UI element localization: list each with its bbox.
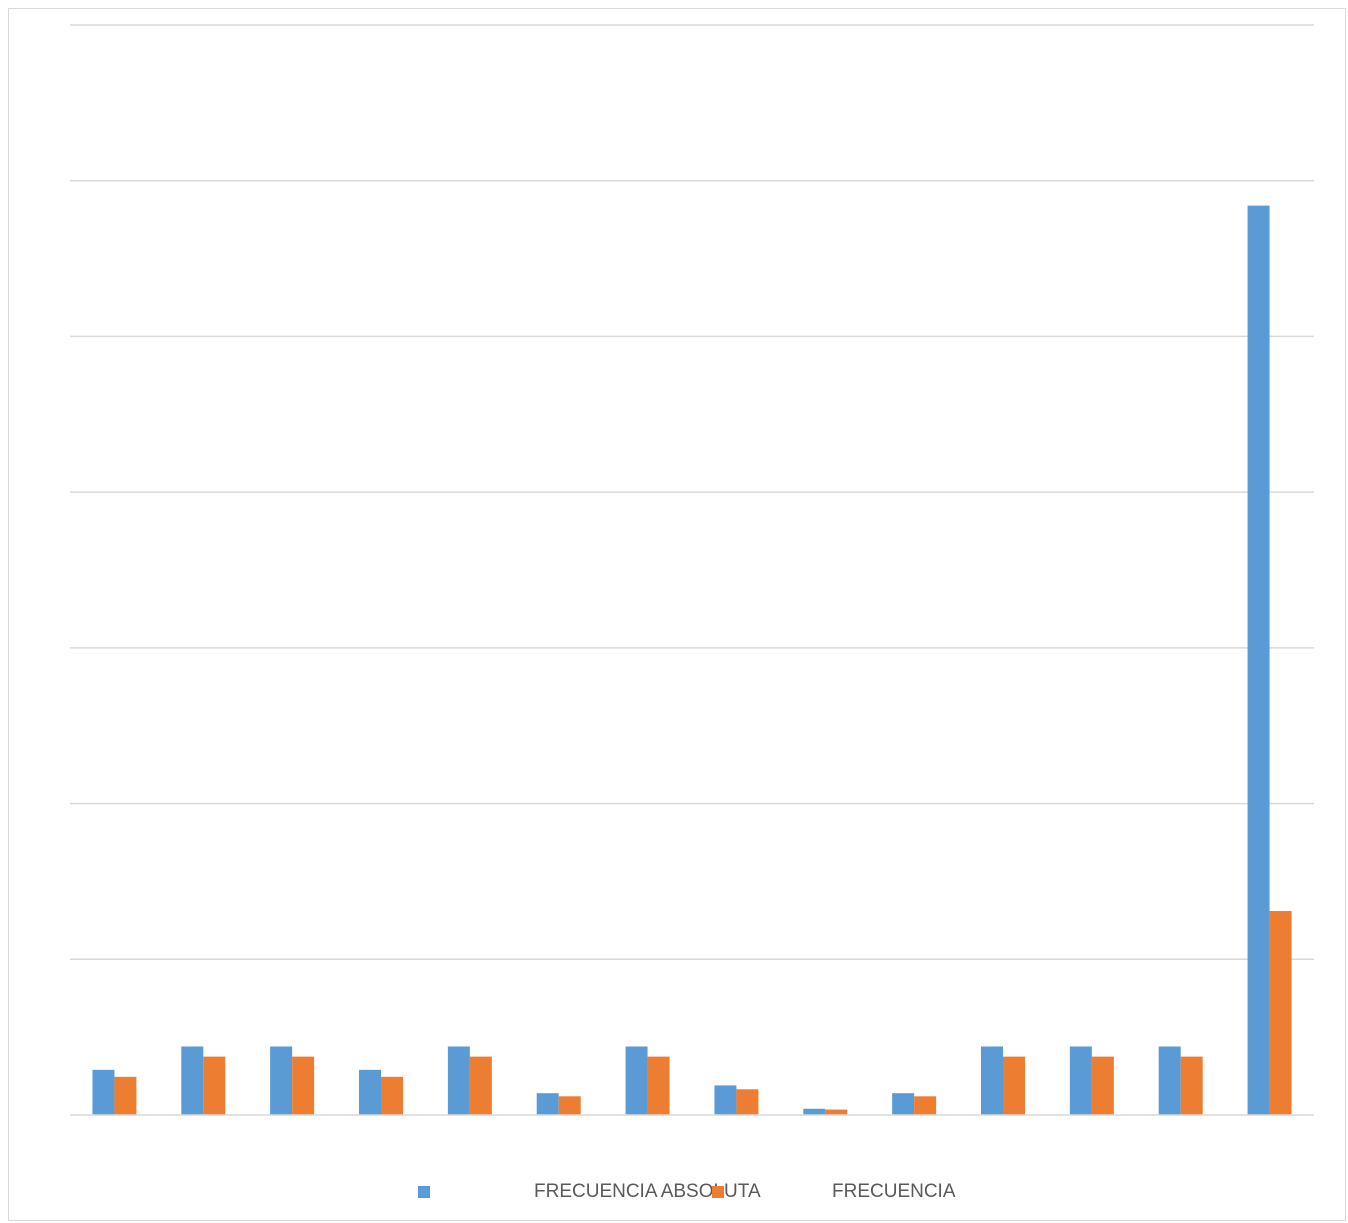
bar-frecuencia-11 xyxy=(1003,1056,1025,1115)
bar-frecuencia-13 xyxy=(1180,1056,1203,1115)
legend-label-frecuencia-absoluta: FRECUENCIA ABSOLUTA xyxy=(534,1181,761,1202)
legend-swatch-frecuencia-absoluta xyxy=(418,1186,430,1198)
bar-frecuencia-absoluta-13 xyxy=(1158,1046,1181,1115)
bar-frecuencia-10 xyxy=(914,1096,937,1115)
bar-frecuencia-absoluta-10 xyxy=(892,1093,915,1115)
legend-label-frecuencia: FRECUENCIA xyxy=(832,1181,956,1202)
bar-frecuencia-absoluta-3 xyxy=(270,1046,293,1115)
bar-frecuencia-absoluta-6 xyxy=(536,1093,559,1115)
bar-frecuencia-absoluta-8 xyxy=(714,1085,737,1115)
bars xyxy=(92,205,1292,1116)
bar-frecuencia-absoluta-9 xyxy=(803,1108,826,1115)
bar-frecuencia-7 xyxy=(647,1056,670,1115)
bar-frecuencia-absoluta-1 xyxy=(92,1069,115,1115)
bar-frecuencia-8 xyxy=(736,1089,759,1115)
bar-frecuencia-absoluta-12 xyxy=(1069,1046,1092,1115)
bar-frecuencia-absoluta-11 xyxy=(981,1046,1003,1115)
gridlines xyxy=(70,24,1314,961)
bar-frecuencia-absoluta-2 xyxy=(181,1046,204,1115)
bar-frecuencia-absoluta-7 xyxy=(625,1046,648,1115)
bar-frecuencia-absoluta-5 xyxy=(447,1046,470,1115)
bar-frecuencia-14 xyxy=(1269,911,1292,1115)
bar-frecuencia-3 xyxy=(292,1056,315,1115)
bar-frecuencia-2 xyxy=(203,1056,226,1115)
bar-frecuencia-6 xyxy=(558,1096,581,1115)
bar-frecuencia-12 xyxy=(1091,1056,1114,1115)
bar-frecuencia-5 xyxy=(469,1056,492,1115)
bar-frecuencia-9 xyxy=(825,1109,848,1115)
legend-swatch-frecuencia xyxy=(712,1186,724,1198)
bar-frecuencia-absoluta-14 xyxy=(1247,205,1270,1116)
bar-frecuencia-4 xyxy=(381,1076,403,1115)
bar-frecuencia-1 xyxy=(114,1076,137,1115)
bar-frecuencia-absoluta-4 xyxy=(359,1069,381,1115)
chart-frame xyxy=(8,8,1346,1221)
